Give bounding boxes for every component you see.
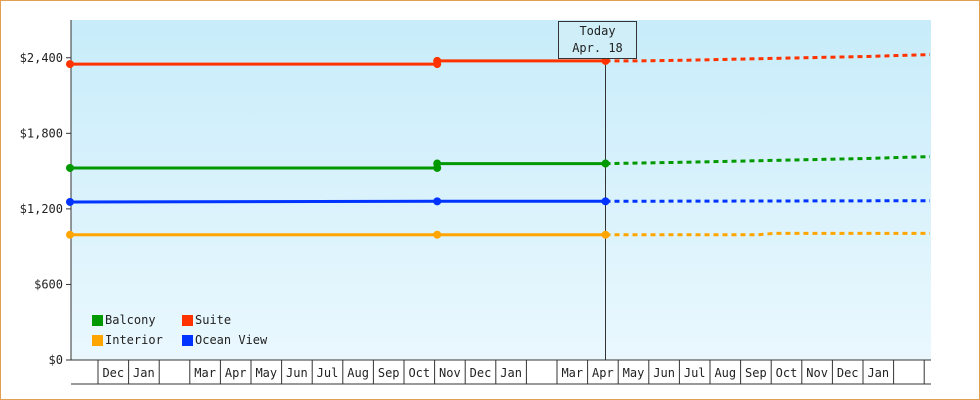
series-forecast-suite xyxy=(605,53,930,63)
point-balcony xyxy=(433,159,442,168)
legend-label-suite: Suite xyxy=(195,313,232,327)
y-tick-label: $1,800 xyxy=(20,126,63,140)
x-tick-label: Apr xyxy=(225,366,247,380)
plot-area xyxy=(71,20,931,360)
today-label: Today xyxy=(579,24,616,38)
x-tick-label: Apr xyxy=(592,366,614,380)
legend-item-interior: Interior xyxy=(92,332,182,348)
x-tick-label: Dec xyxy=(102,366,124,380)
y-tick-label: $2,400 xyxy=(20,51,63,65)
x-tick-label: Jun xyxy=(653,366,675,380)
x-tick-label: Jan xyxy=(500,366,522,380)
x-tick-label: Jul xyxy=(317,366,339,380)
point-balcony xyxy=(601,159,610,168)
point-balcony xyxy=(66,163,74,172)
x-tick-label: Jul xyxy=(684,366,706,380)
y-tick-label: $600 xyxy=(34,277,63,291)
x-tick-label: Jan xyxy=(867,366,889,380)
x-tick-label: Jun xyxy=(286,366,308,380)
point-interior xyxy=(66,230,74,239)
x-tick-label: Oct xyxy=(776,366,798,380)
legend-swatch-ocean-view xyxy=(182,334,193,346)
legend: Balcony Suite Interior Ocean View xyxy=(92,312,292,348)
y-tick-label: $0 xyxy=(49,353,63,367)
legend-label-ocean-view: Ocean View xyxy=(195,333,268,347)
point-suite xyxy=(66,60,74,69)
x-tick-label: Sep xyxy=(378,366,400,380)
series-line-ocean-view xyxy=(69,199,606,204)
x-tick-label: Dec xyxy=(470,366,492,380)
y-tick-label: $1,200 xyxy=(20,202,63,216)
x-tick-label: Nov xyxy=(439,366,461,380)
x-tick-label: Oct xyxy=(408,366,430,380)
point-interior xyxy=(433,230,442,239)
x-tick-label: May xyxy=(255,366,277,380)
x-tick-label: Sep xyxy=(745,366,767,380)
series-forecast-ocean-view xyxy=(605,199,930,203)
x-tick-label: May xyxy=(623,366,645,380)
x-tick-label: Dec xyxy=(837,366,859,380)
x-tick-label: Nov xyxy=(806,366,828,380)
x-tick-label: Aug xyxy=(714,366,736,380)
x-tick-label: Jan xyxy=(133,366,155,380)
x-tick-label: Aug xyxy=(347,366,369,380)
today-marker-label: Today Apr. 18 xyxy=(558,21,637,59)
point-ocean-view xyxy=(433,197,442,206)
legend-item-suite: Suite xyxy=(182,312,292,328)
legend-swatch-interior xyxy=(92,334,103,346)
point-interior xyxy=(601,230,610,239)
today-date: Apr. 18 xyxy=(572,41,623,55)
legend-swatch-suite xyxy=(182,314,193,326)
x-tick-label: Mar xyxy=(194,366,216,380)
legend-swatch-balcony xyxy=(92,314,103,326)
legend-item-ocean-view: Ocean View xyxy=(182,332,292,348)
legend-label-interior: Interior xyxy=(105,333,163,347)
point-suite xyxy=(433,56,442,65)
x-tick-label: Mar xyxy=(561,366,583,380)
point-ocean-view xyxy=(601,197,610,206)
series-forecast-balcony xyxy=(605,155,930,166)
point-ocean-view xyxy=(66,197,74,206)
series-forecast-interior xyxy=(605,231,930,237)
legend-label-balcony: Balcony xyxy=(105,313,156,327)
legend-item-balcony: Balcony xyxy=(92,312,182,328)
